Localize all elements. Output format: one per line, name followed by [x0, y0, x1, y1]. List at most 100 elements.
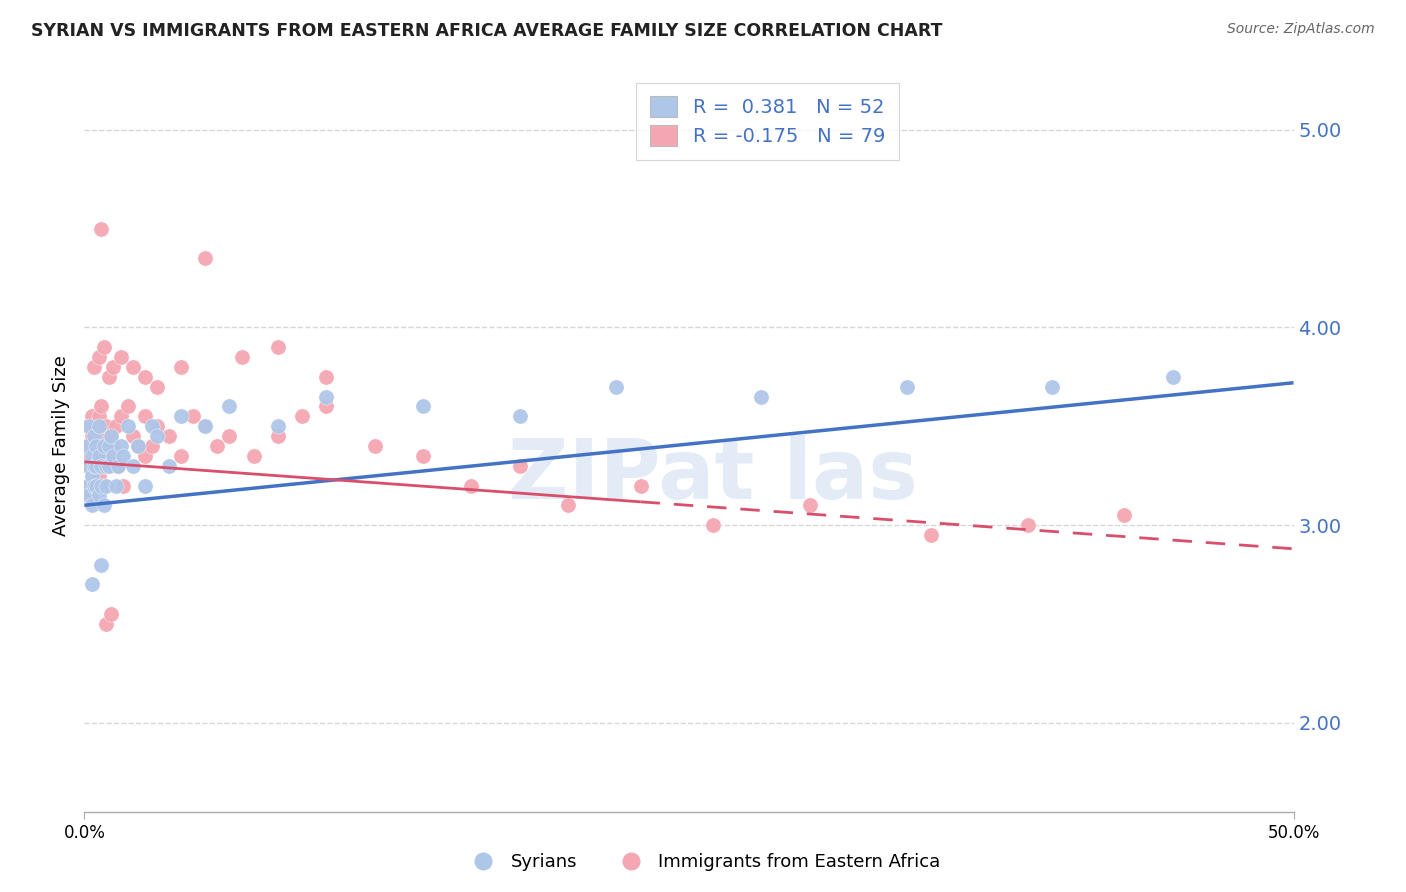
- Point: [127, 439, 149, 453]
- Point: [170, 449, 193, 463]
- Point: [94, 439, 117, 453]
- Point: [181, 409, 204, 424]
- Point: [509, 458, 531, 473]
- Point: [93, 458, 115, 473]
- Point: [1114, 508, 1136, 523]
- Point: [83, 359, 105, 374]
- Point: [103, 439, 125, 453]
- Point: [110, 439, 132, 453]
- Point: [231, 350, 253, 364]
- Point: [170, 359, 193, 374]
- Point: [86, 458, 108, 473]
- Point: [107, 458, 129, 473]
- Legend: Syrians, Immigrants from Eastern Africa: Syrians, Immigrants from Eastern Africa: [458, 847, 948, 879]
- Point: [77, 488, 100, 502]
- Point: [121, 359, 143, 374]
- Point: [751, 390, 773, 404]
- Point: [86, 419, 108, 434]
- Point: [90, 429, 112, 443]
- Point: [110, 409, 132, 424]
- Point: [86, 439, 108, 453]
- Point: [83, 439, 105, 453]
- Point: [94, 458, 117, 473]
- Text: SYRIAN VS IMMIGRANTS FROM EASTERN AFRICA AVERAGE FAMILY SIZE CORRELATION CHART: SYRIAN VS IMMIGRANTS FROM EASTERN AFRICA…: [31, 22, 942, 40]
- Point: [80, 498, 103, 512]
- Point: [87, 350, 110, 364]
- Point: [77, 439, 100, 453]
- Point: [80, 577, 103, 591]
- Point: [94, 419, 117, 434]
- Point: [77, 449, 100, 463]
- Point: [83, 458, 105, 473]
- Point: [83, 429, 105, 443]
- Point: [76, 478, 98, 492]
- Text: ZIPat las: ZIPat las: [508, 434, 918, 516]
- Point: [97, 439, 120, 453]
- Point: [77, 478, 100, 492]
- Point: [90, 400, 112, 414]
- Point: [194, 251, 217, 265]
- Point: [90, 478, 112, 492]
- Point: [117, 419, 139, 434]
- Point: [76, 488, 98, 502]
- Point: [146, 380, 169, 394]
- Point: [90, 558, 112, 572]
- Point: [80, 409, 103, 424]
- Point: [920, 528, 942, 542]
- Point: [83, 478, 105, 492]
- Point: [94, 478, 117, 492]
- Point: [146, 429, 169, 443]
- Point: [100, 429, 122, 443]
- Point: [87, 409, 110, 424]
- Point: [141, 419, 163, 434]
- Point: [315, 390, 337, 404]
- Point: [363, 439, 385, 453]
- Point: [80, 458, 103, 473]
- Point: [157, 429, 180, 443]
- Point: [141, 439, 163, 453]
- Point: [194, 419, 217, 434]
- Point: [83, 478, 105, 492]
- Point: [110, 350, 132, 364]
- Point: [77, 458, 100, 473]
- Y-axis label: Average Family Size: Average Family Size: [52, 356, 70, 536]
- Point: [77, 419, 100, 434]
- Point: [93, 478, 115, 492]
- Point: [1017, 518, 1039, 533]
- Point: [86, 478, 108, 492]
- Point: [90, 221, 112, 235]
- Point: [412, 449, 434, 463]
- Point: [87, 439, 110, 453]
- Point: [157, 458, 180, 473]
- Point: [117, 400, 139, 414]
- Point: [460, 478, 482, 492]
- Point: [799, 498, 821, 512]
- Point: [121, 458, 143, 473]
- Point: [76, 439, 98, 453]
- Point: [86, 458, 108, 473]
- Point: [412, 400, 434, 414]
- Point: [267, 429, 290, 443]
- Text: Source: ZipAtlas.com: Source: ZipAtlas.com: [1227, 22, 1375, 37]
- Point: [267, 419, 290, 434]
- Point: [509, 409, 531, 424]
- Point: [97, 458, 120, 473]
- Point: [97, 449, 120, 463]
- Point: [87, 468, 110, 483]
- Point: [1161, 369, 1184, 384]
- Point: [315, 400, 337, 414]
- Point: [76, 419, 98, 434]
- Point: [93, 340, 115, 354]
- Point: [80, 449, 103, 463]
- Point: [134, 478, 156, 492]
- Point: [170, 409, 193, 424]
- Point: [87, 449, 110, 463]
- Point: [86, 478, 108, 492]
- Point: [90, 458, 112, 473]
- Point: [94, 616, 117, 631]
- Point: [100, 607, 122, 621]
- Point: [702, 518, 724, 533]
- Point: [112, 449, 135, 463]
- Point: [97, 369, 120, 384]
- Point: [218, 400, 240, 414]
